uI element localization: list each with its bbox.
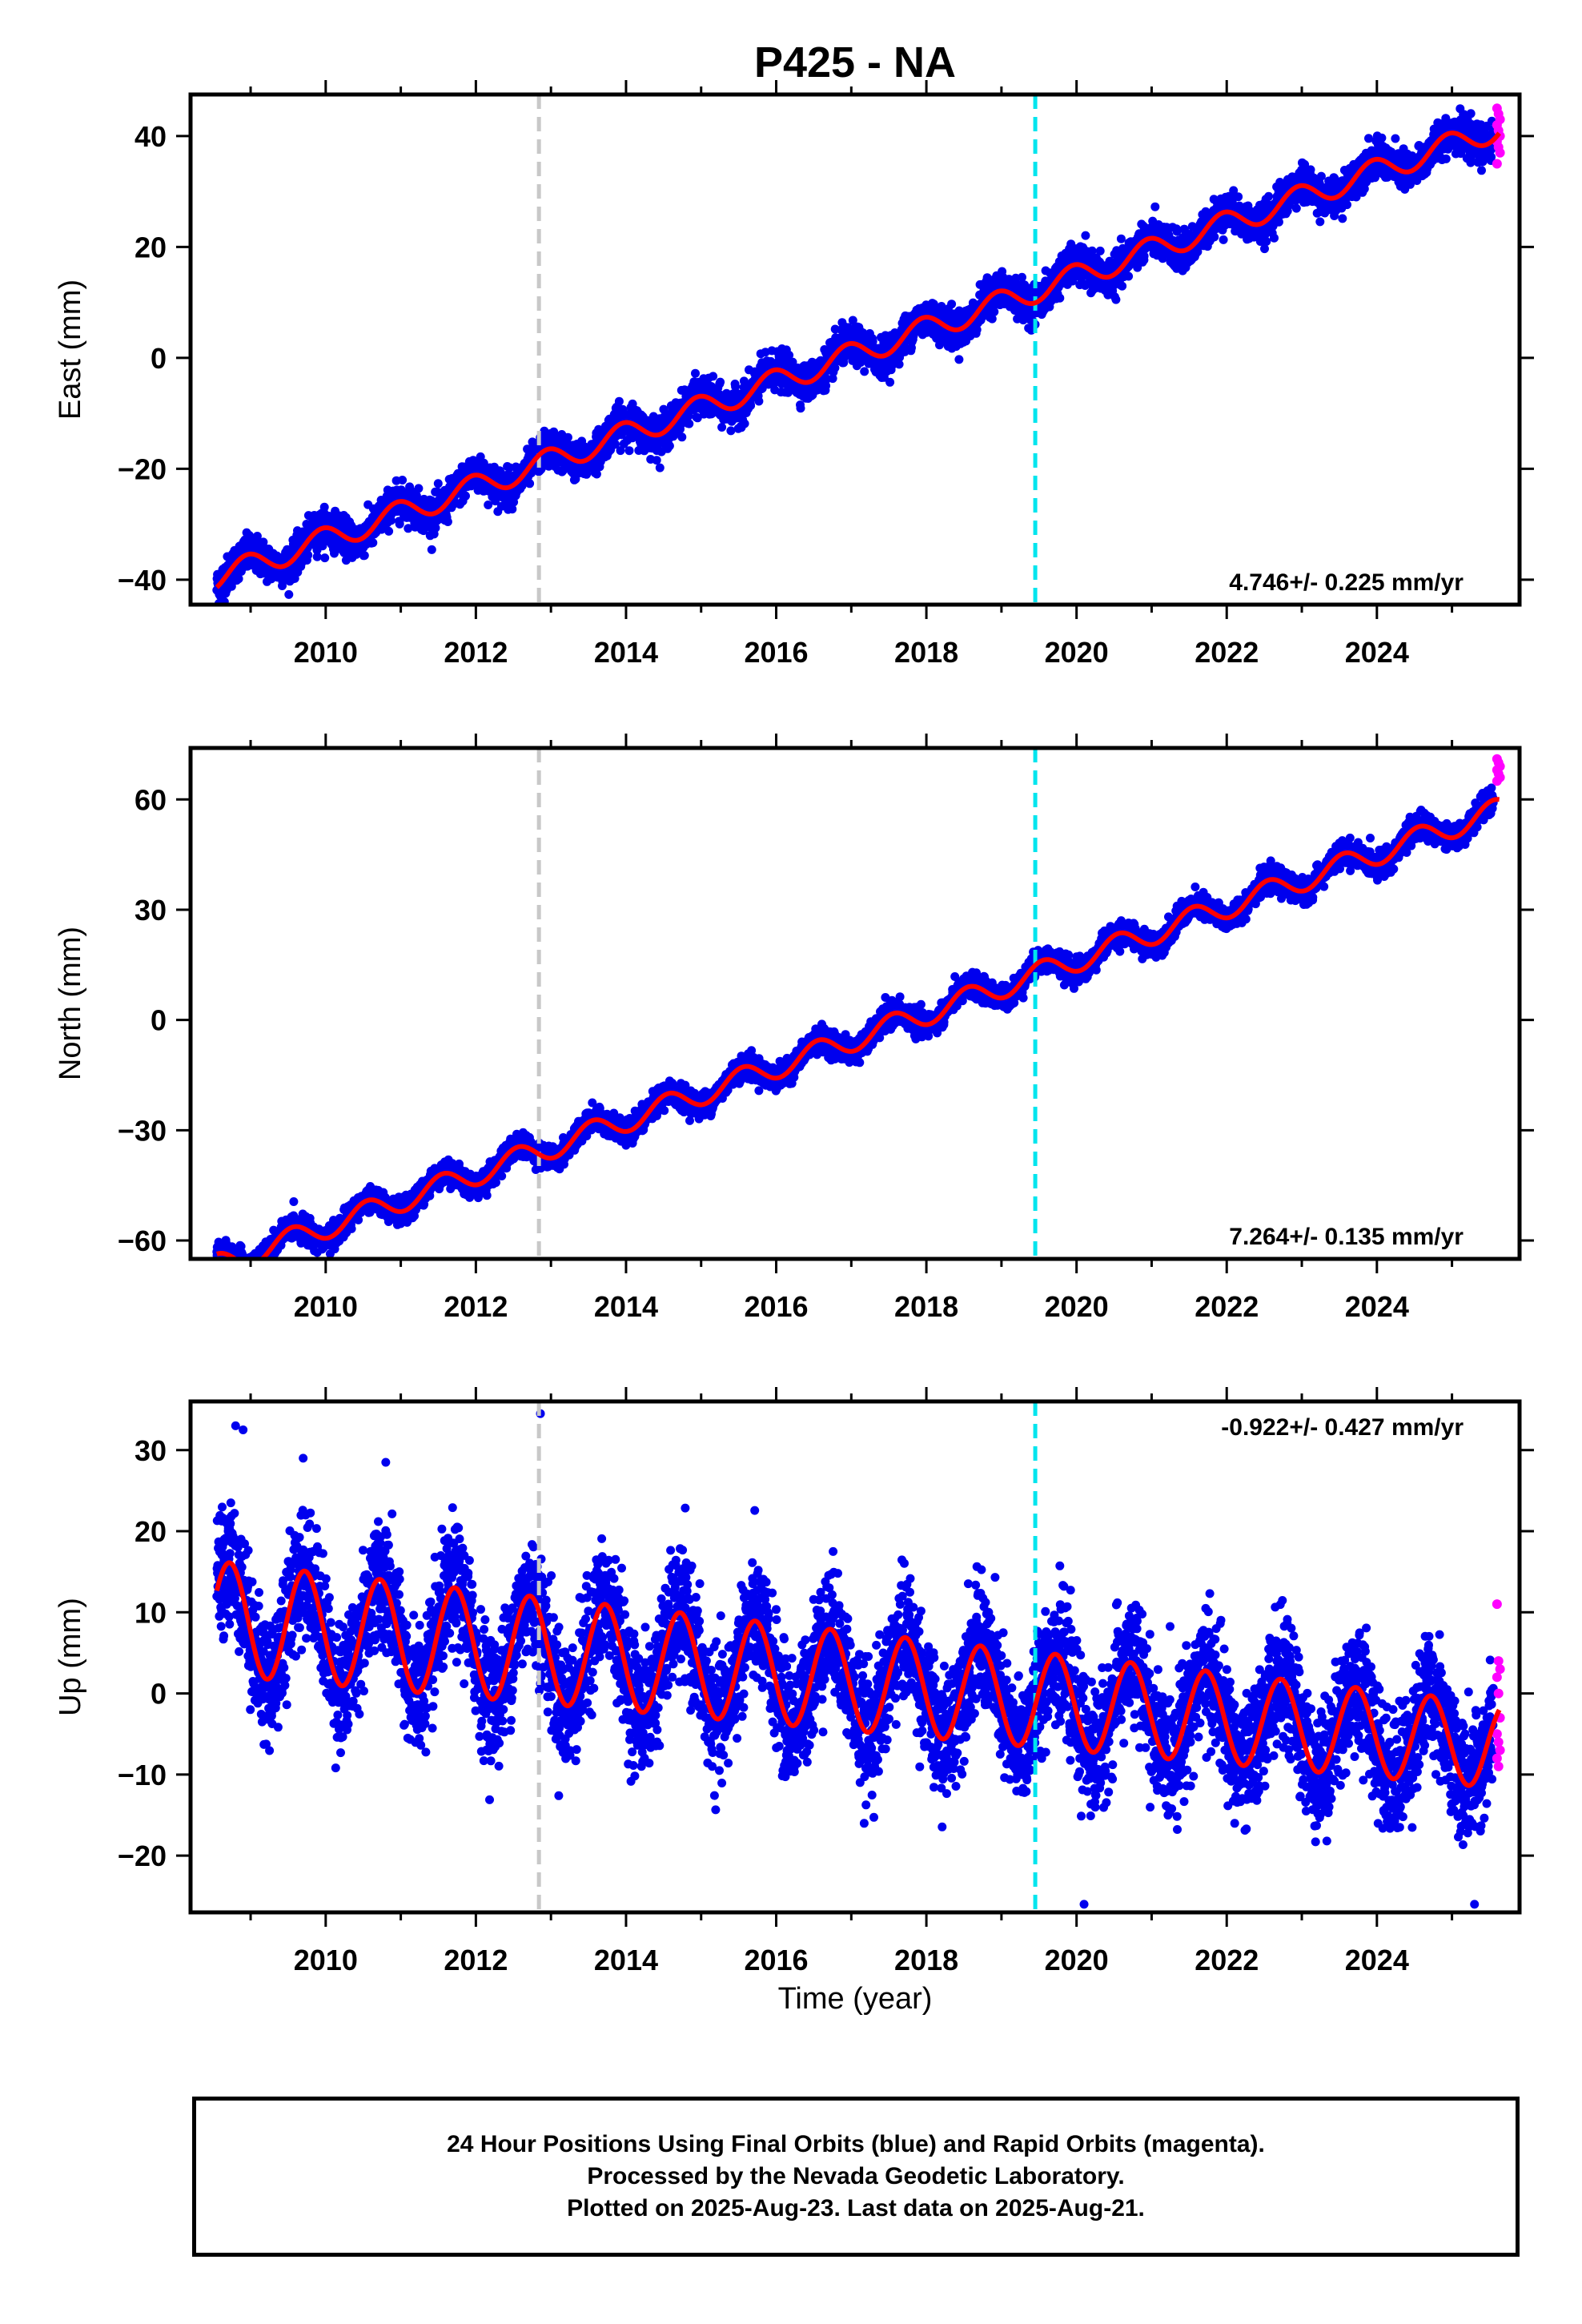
data-point bbox=[685, 419, 694, 428]
data-point bbox=[754, 396, 764, 406]
data-point bbox=[954, 355, 964, 364]
data-point bbox=[746, 401, 756, 410]
data-point bbox=[398, 476, 408, 485]
data-point bbox=[1210, 232, 1219, 242]
data-point bbox=[652, 456, 661, 465]
data-point bbox=[709, 372, 718, 381]
data-point bbox=[303, 550, 313, 560]
data-point bbox=[677, 432, 687, 442]
data-point bbox=[1095, 246, 1105, 255]
data-point bbox=[508, 505, 517, 514]
data-point bbox=[384, 526, 394, 536]
data-point bbox=[821, 381, 831, 391]
data-point bbox=[312, 552, 322, 561]
data-point bbox=[320, 553, 330, 563]
data-point bbox=[433, 479, 443, 489]
data-point bbox=[885, 377, 895, 387]
data-point bbox=[461, 491, 470, 501]
data-point bbox=[655, 463, 665, 472]
data-point bbox=[614, 396, 624, 406]
data-point bbox=[990, 307, 999, 316]
panel-east: 2010 2012 2014 2016 2018 2020 2022 2024−40−2002… bbox=[54, 80, 1534, 669]
data-point bbox=[717, 423, 727, 432]
data-point bbox=[259, 537, 268, 547]
data-point bbox=[665, 441, 674, 451]
data-point bbox=[359, 551, 369, 561]
data-point bbox=[1219, 235, 1228, 244]
panels-group: 2010 2012 2014 2016 2018 2020 2022 2024−40−2002… bbox=[54, 80, 1534, 1976]
data-point bbox=[691, 368, 700, 378]
data-point bbox=[427, 545, 436, 554]
data-point bbox=[860, 367, 869, 376]
data-point bbox=[319, 502, 329, 512]
figure-title: P425 - NA bbox=[754, 38, 956, 86]
data-point bbox=[443, 517, 452, 526]
data-point bbox=[740, 419, 749, 428]
data-point bbox=[414, 484, 424, 493]
data-point bbox=[1018, 272, 1026, 282]
plot-area bbox=[212, 94, 1505, 605]
data-point bbox=[395, 519, 404, 529]
data-point bbox=[726, 426, 736, 436]
data-point bbox=[1081, 231, 1090, 240]
data-point bbox=[947, 300, 957, 309]
data-point bbox=[716, 377, 725, 387]
data-point bbox=[1111, 295, 1121, 304]
data-point bbox=[1150, 202, 1160, 211]
final-orbit-points bbox=[212, 104, 1498, 605]
data-point bbox=[525, 479, 535, 489]
data-point bbox=[624, 446, 634, 456]
data-point bbox=[252, 532, 262, 541]
data-point bbox=[563, 432, 572, 442]
data-point bbox=[431, 523, 440, 533]
data-point bbox=[491, 497, 500, 506]
data-point bbox=[1234, 192, 1243, 202]
data-point bbox=[404, 524, 413, 533]
data-point bbox=[1118, 281, 1127, 291]
data-point bbox=[368, 538, 378, 548]
data-point bbox=[284, 589, 294, 599]
data-point bbox=[1055, 293, 1065, 303]
data-point bbox=[1124, 271, 1134, 281]
data-point bbox=[796, 404, 805, 413]
data-point bbox=[484, 501, 493, 509]
data-point bbox=[234, 574, 243, 584]
data-point bbox=[1116, 234, 1126, 243]
